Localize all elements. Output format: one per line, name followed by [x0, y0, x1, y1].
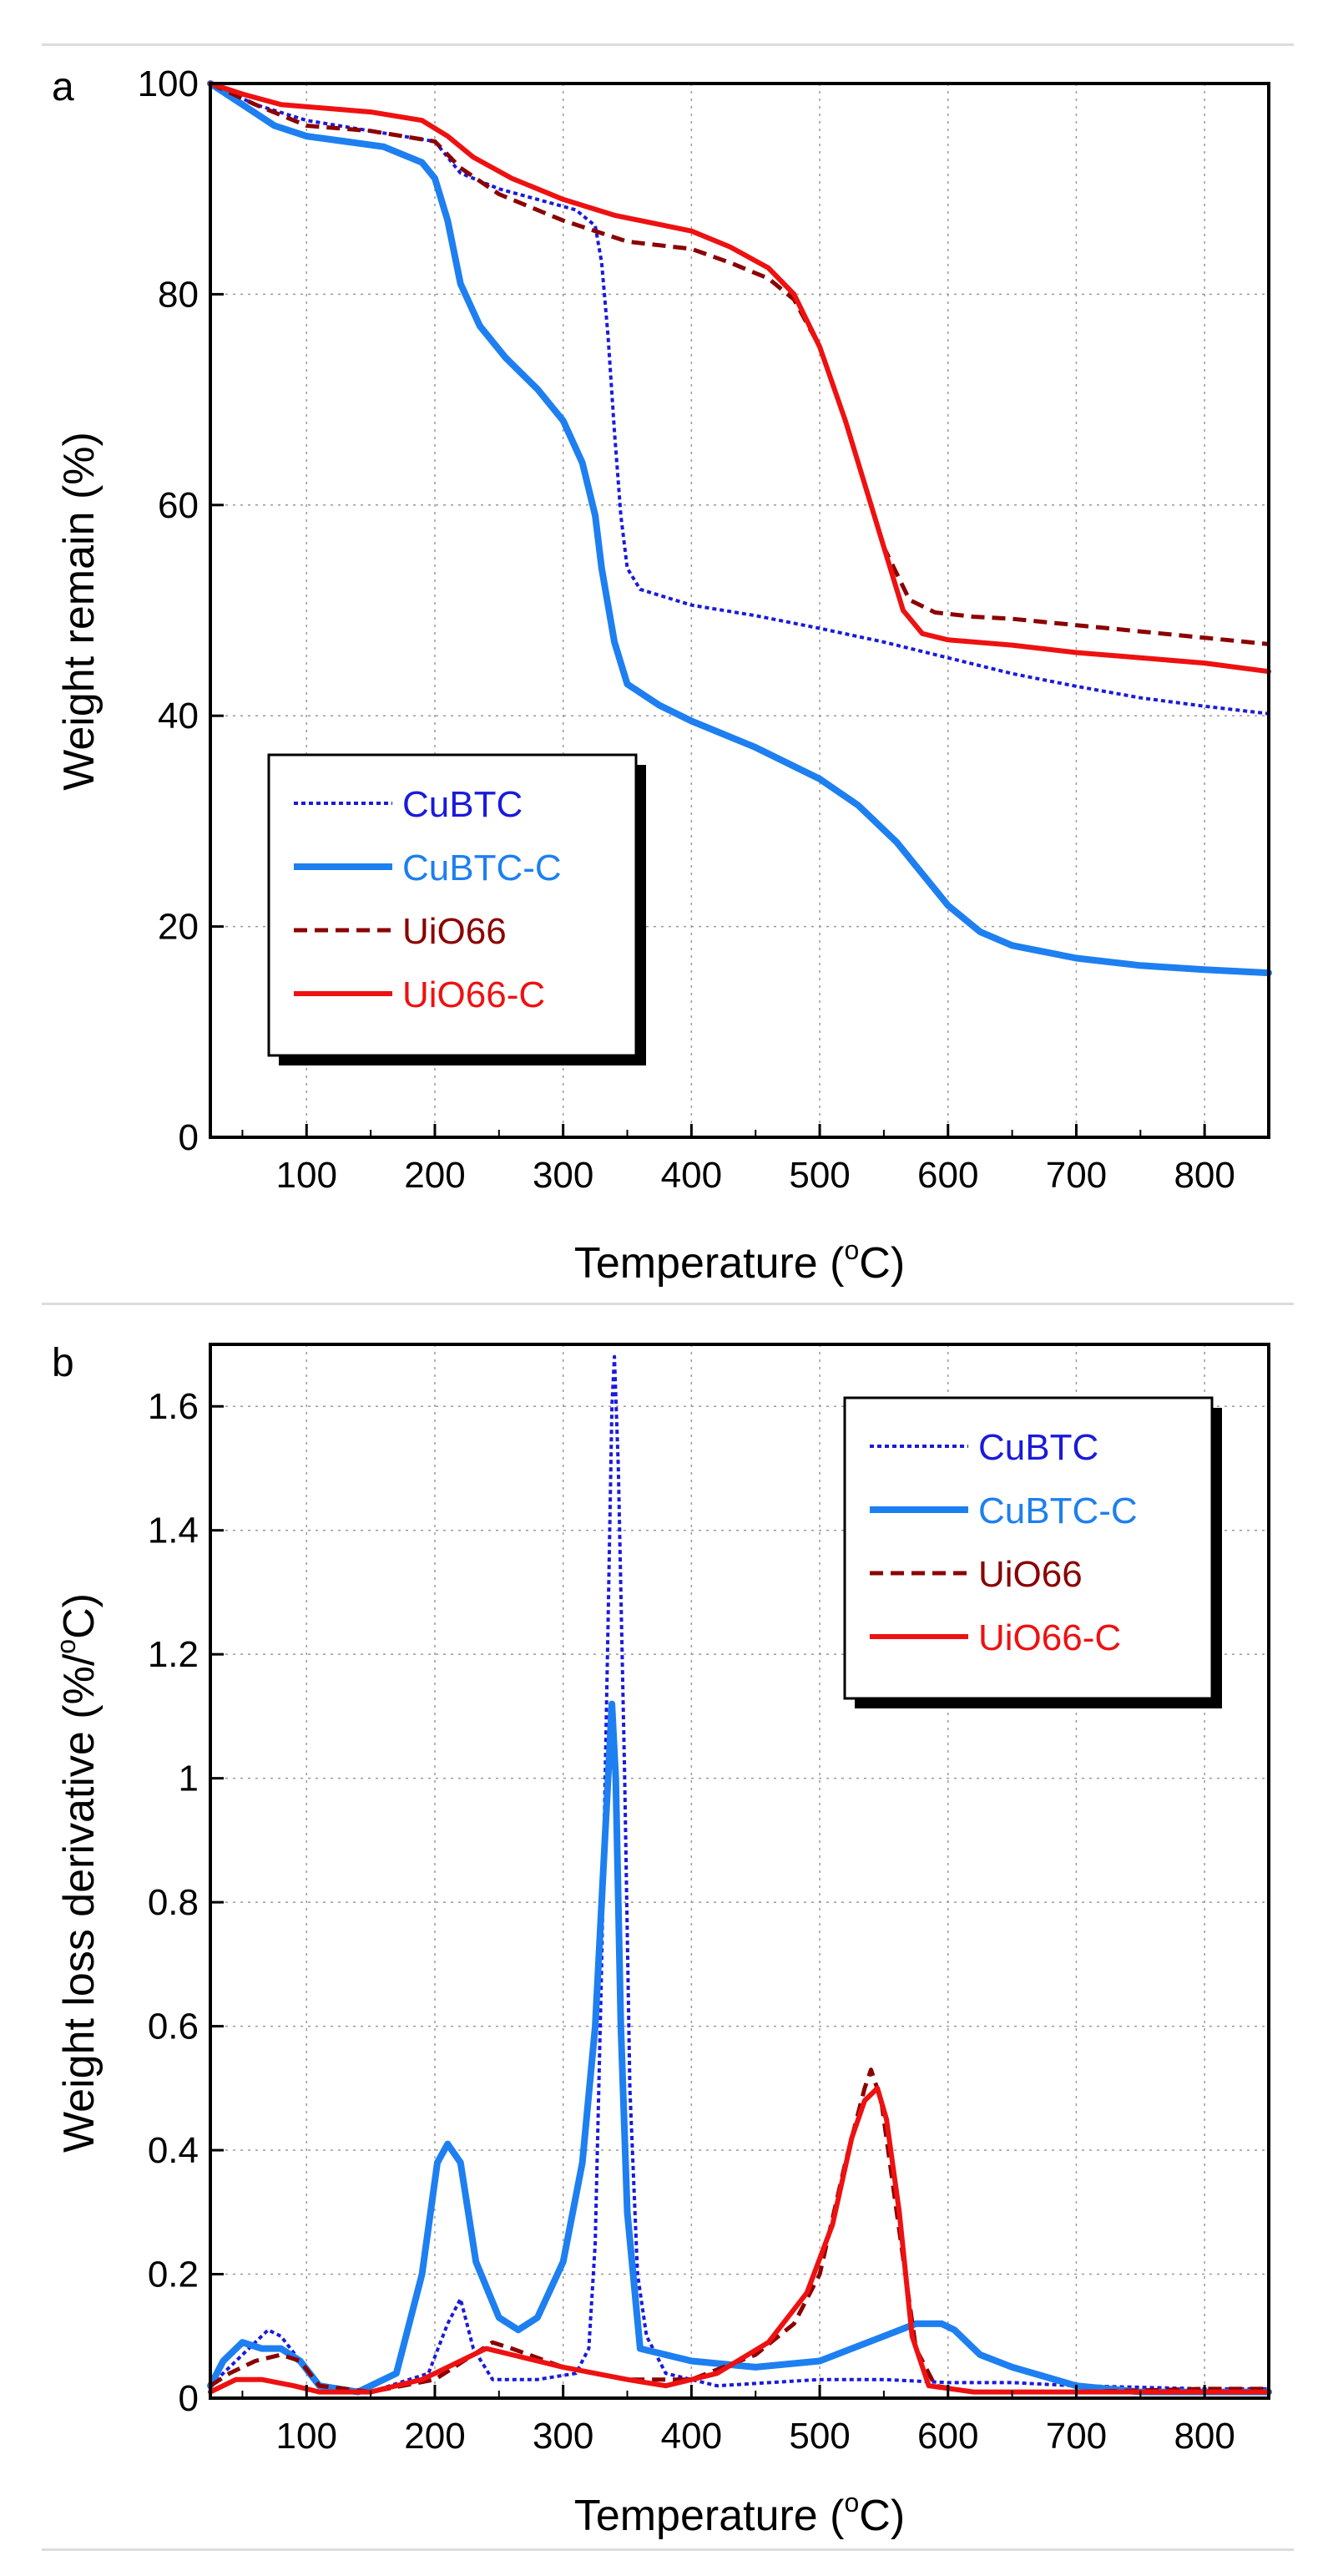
y-tick-label: 0.4	[148, 2130, 199, 2171]
legend-box	[843, 1396, 1214, 1700]
plot-frame	[209, 82, 1270, 1139]
x-tick-label: 500	[789, 1155, 850, 1196]
series-line-cubtc-c	[207, 80, 1272, 977]
x-axis-title: Temperature (oC)	[574, 1235, 905, 1288]
middle-separator	[42, 1303, 1294, 1305]
legend: CuBTC CuBTC-C UiO66 UiO66-C	[843, 1396, 1222, 1708]
x-tick-label: 700	[1046, 1155, 1107, 1196]
axis-ticks: 100 200 300 400 500 600 700 800 0 0.2 0.4 0.6 0.8 1 1.…	[148, 1386, 1270, 2457]
y-tick-label: 0.6	[148, 2007, 199, 2047]
panel-label: b	[52, 1341, 74, 1385]
y-tick-label: 1.4	[148, 1511, 199, 1551]
x-tick-label: 800	[1174, 2416, 1235, 2457]
x-axis-title: Temperature (oC)	[574, 2487, 905, 2540]
series-line-cubtc	[210, 82, 1270, 716]
y-tick-label: 40	[158, 696, 199, 736]
x-tick-label: 600	[917, 1155, 978, 1196]
y-axis-title: Weight loss derivative (%/oC)	[51, 1593, 104, 2153]
series-line-uio66-c	[208, 81, 1271, 675]
x-tick-label: 400	[661, 1155, 722, 1196]
legend-items: CuBTC CuBTC-C UiO66 UiO66-C	[294, 784, 562, 1015]
legend-label-cubtc: CuBTC	[978, 1427, 1098, 1468]
y-tick-label: 0.8	[148, 1882, 199, 1923]
legend-items: CuBTC CuBTC-C UiO66 UiO66-C	[870, 1427, 1138, 1658]
x-tick-label: 500	[789, 2416, 850, 2457]
series-line-uio66	[209, 81, 1270, 646]
y-tick-label: 0	[179, 2378, 199, 2419]
axis-ticks: 100 200 300 400 500 600 700 800 0 20 40 60 80 100	[138, 63, 1270, 1196]
series-lines	[207, 1354, 1272, 2396]
x-tick-label: 300	[533, 2416, 593, 2457]
grid-lines	[210, 1344, 1269, 2398]
grid-lines	[210, 84, 1269, 1137]
y-tick-label: 20	[158, 907, 199, 948]
legend: CuBTC CuBTC-C UiO66 UiO66-C	[267, 753, 646, 1065]
y-tick-label: 1	[179, 1759, 199, 1799]
y-tick-label: 80	[158, 274, 199, 315]
x-tick-label: 300	[533, 1155, 593, 1196]
legend-box	[267, 753, 638, 1057]
y-tick-label: 0	[179, 1117, 199, 1158]
series-line-uio66	[209, 2067, 1269, 2395]
legend-label-uio66: UiO66	[978, 1554, 1083, 1595]
y-axis-title: Weight remain (%)	[55, 432, 104, 791]
plot-frame	[209, 1343, 1270, 2400]
bottom-separator	[42, 2548, 1294, 2551]
x-tick-label: 100	[276, 1155, 337, 1196]
top-separator	[42, 43, 1294, 46]
series-line-uio66-c	[208, 2085, 1271, 2395]
x-tick-label: 400	[661, 2416, 722, 2457]
y-tick-label: 1.6	[148, 1386, 199, 1427]
legend-label-cubtc-c: CuBTC-C	[978, 1490, 1138, 1531]
legend-label-uio66-c: UiO66-C	[978, 1617, 1121, 1658]
x-tick-label: 200	[404, 1155, 465, 1196]
legend-label-uio66: UiO66	[402, 911, 507, 952]
panel-label: a	[52, 65, 74, 109]
x-tick-label: 100	[276, 2416, 337, 2457]
tga-weight-chart: a 100 200 300 400 500 600 700 800 0 20 40 60 80 100 W…	[52, 63, 1272, 1288]
series-line-cubtc-c	[207, 1700, 1272, 2396]
x-tick-label: 800	[1174, 1155, 1235, 1196]
y-tick-label: 1.2	[148, 1634, 199, 1675]
series-lines	[207, 80, 1272, 977]
legend-label-cubtc-c: CuBTC-C	[402, 848, 562, 888]
y-tick-label: 0.2	[148, 2255, 199, 2295]
x-tick-label: 200	[404, 2416, 465, 2457]
y-tick-label: 100	[138, 63, 199, 104]
x-tick-label: 600	[917, 2416, 978, 2457]
x-tick-label: 700	[1046, 2416, 1107, 2457]
legend-label-uio66-c: UiO66-C	[402, 974, 545, 1015]
legend-label-cubtc: CuBTC	[402, 784, 523, 825]
y-tick-label: 60	[158, 485, 199, 526]
dtg-derivative-chart: b 100 200 300 400 500 600 700 80000.20.40.60.81…	[51, 1341, 1272, 2540]
